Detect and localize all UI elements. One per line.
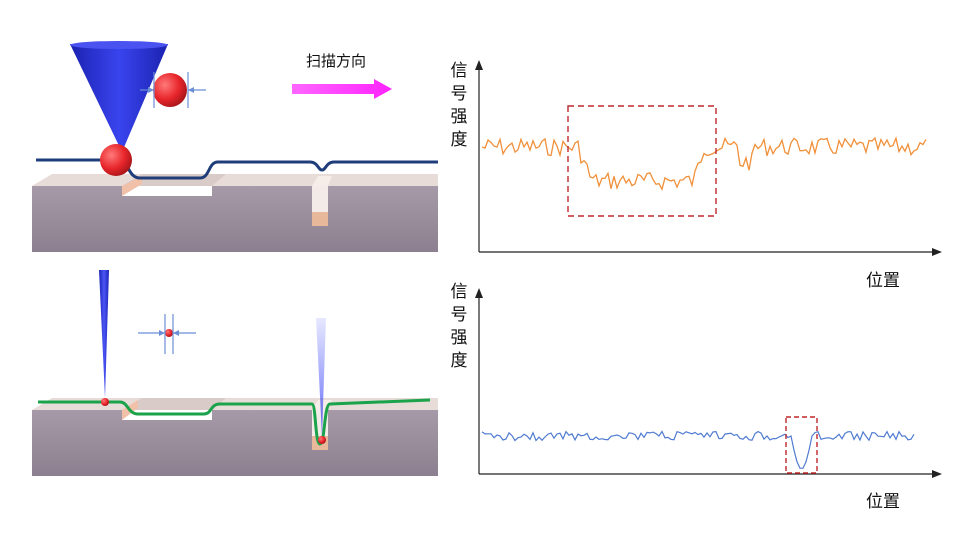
top-signal-chart: 信 号 强 度 位置 <box>451 60 942 291</box>
sharp-needle-tip <box>99 270 109 398</box>
top-ylabel-char-1: 信 <box>451 61 468 81</box>
tip-apex-ball <box>100 144 132 176</box>
scan-direction-label: 扫描方向 <box>306 52 366 70</box>
needle-in-trench <box>316 318 326 436</box>
bottom-xlabel: 位置 <box>866 492 900 512</box>
bottom-ylabel-char-2: 号 <box>451 305 468 325</box>
top-surface-profile <box>36 158 438 180</box>
top-chart-axes <box>475 60 942 256</box>
bottom-chart-axes <box>475 288 942 478</box>
bottom-ylabel-char-3: 强 <box>451 328 468 348</box>
small-probe-ball <box>165 329 173 337</box>
needle-apex-ball <box>101 398 109 406</box>
top-xlabel: 位置 <box>866 271 900 291</box>
bottom-highlight-box <box>785 416 818 474</box>
top-substrate-block <box>32 174 438 252</box>
top-ylabel-char-3: 强 <box>451 107 468 127</box>
small-probe-marker <box>138 314 196 354</box>
top-ylabel-char-2: 号 <box>451 84 468 104</box>
probe-size-marker <box>140 72 206 108</box>
bottom-signal-trace <box>481 430 915 469</box>
probe-size-ball <box>153 73 187 107</box>
top-highlight-box <box>567 105 717 217</box>
bottom-ylabel-char-1: 信 <box>451 282 468 302</box>
trench-apex-ball <box>318 436 326 444</box>
bottom-substrate-block <box>32 398 438 476</box>
bottom-ylabel-char-4: 度 <box>451 351 468 371</box>
bottom-surface-profile <box>38 398 431 446</box>
cone-top-ellipse <box>70 41 168 49</box>
large-cone-tip <box>70 44 168 152</box>
top-signal-trace <box>481 136 927 191</box>
top-ylabel-char-4: 度 <box>451 130 468 150</box>
scan-direction-arrow <box>292 79 392 99</box>
bottom-signal-chart: 信 号 强 度 位置 <box>451 282 942 512</box>
